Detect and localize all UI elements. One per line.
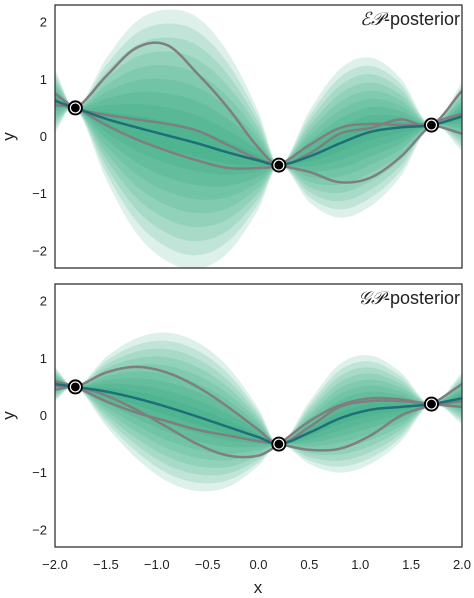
plot-frame [54, 4, 463, 269]
plot-frame [54, 283, 463, 548]
panel-gp-posterior: −2 −1 0 1 2 −2.0 −1.5 −1.0 −0.5 0.0 0.5 1.0 1.5 2.0 y 𝒢… [0, 283, 471, 572]
uncertainty-band-3 [55, 90, 462, 187]
uncertainty-band-6 [55, 51, 462, 228]
uncertainty-band-9 [55, 332, 462, 492]
panel-ep-posterior: −2 −1 0 1 2 y ℰ𝒫-posterior [0, 4, 463, 269]
uncertainty-band-3 [55, 378, 462, 448]
y-tick-label: −2 [32, 243, 47, 258]
observation-point-2 [271, 436, 287, 452]
x-tick-label: −1.0 [144, 557, 170, 572]
uncertainty-band-9 [55, 9, 462, 268]
panel-title-script: 𝒢𝒫 [358, 288, 389, 309]
y-tick-label: −1 [32, 186, 47, 201]
observation-ring [425, 119, 438, 131]
panel-title-script: ℰ𝒫 [360, 9, 389, 30]
uncertainty-band-4 [55, 371, 462, 454]
observation-point-3 [423, 117, 439, 133]
uncertainty-band-7 [55, 37, 462, 242]
uncertainty-band-1 [55, 382, 462, 445]
observation-inner [275, 161, 283, 169]
observation-inner [71, 104, 79, 112]
observation-ring [425, 398, 438, 410]
uncertainty-band-2 [55, 94, 462, 175]
observation-inner [71, 383, 79, 391]
uncertainty-band-1 [55, 97, 462, 166]
y-tick-label: 0 [40, 408, 47, 423]
y-tick-label: −2 [32, 522, 47, 537]
mean-line [55, 382, 462, 446]
observation-point-2 [271, 157, 287, 173]
observation-point-1 [67, 100, 83, 116]
x-tick-label: −2.0 [42, 557, 68, 572]
x-tick-label: 2.0 [453, 557, 471, 572]
x-tick-label: −0.5 [195, 557, 221, 572]
plot-area [55, 332, 462, 492]
x-axis-label: x [254, 578, 263, 597]
uncertainty-band-4 [55, 78, 462, 200]
x-tick-label: 1.5 [402, 557, 420, 572]
observation-point-3 [423, 396, 439, 412]
observation-ring [273, 438, 285, 450]
observation-point-1 [67, 379, 83, 395]
uncertainty-band-8 [55, 340, 462, 484]
x-tick-label: 0.0 [249, 557, 267, 572]
sample-line-3 [55, 379, 462, 452]
x-tick-label: 1.0 [351, 557, 369, 572]
y-tick-label: 2 [40, 294, 47, 309]
observation-inner [427, 400, 435, 408]
panel-title: ℰ𝒫-posterior [360, 9, 460, 30]
y-tick-label: 1 [40, 351, 47, 366]
y-tick-label: 2 [40, 15, 47, 30]
plot-background [55, 284, 462, 547]
observation-ring [273, 159, 285, 171]
plot-background [55, 5, 462, 268]
panel-title-rest: -posterior [384, 9, 460, 29]
y-tick-label: 1 [40, 72, 47, 87]
x-tick-label: −1.5 [93, 557, 119, 572]
sample-line-3 [55, 103, 462, 170]
panel-title: 𝒢𝒫-posterior [358, 288, 460, 309]
uncertainty-band-5 [55, 65, 462, 214]
y-axis-label: y [0, 411, 18, 420]
y-tick-label: −1 [32, 465, 47, 480]
observation-ring [69, 102, 81, 114]
sample-line-1 [55, 365, 462, 446]
panel-title-rest: -posterior [384, 288, 460, 308]
uncertainty-band-2 [55, 380, 462, 445]
mean-line [55, 99, 462, 167]
sample-line-2 [55, 385, 462, 459]
observation-ring [69, 381, 81, 393]
observation-inner [427, 121, 435, 129]
uncertainty-band-8 [55, 23, 462, 256]
uncertainty-band-5 [55, 364, 462, 461]
observation-inner [275, 440, 283, 448]
uncertainty-band-7 [55, 348, 462, 476]
y-tick-label: 0 [40, 129, 47, 144]
sample-line-1 [55, 41, 462, 167]
y-axis-label: y [0, 132, 18, 141]
x-tick-label: 0.5 [300, 557, 318, 572]
plot-area [55, 9, 462, 268]
